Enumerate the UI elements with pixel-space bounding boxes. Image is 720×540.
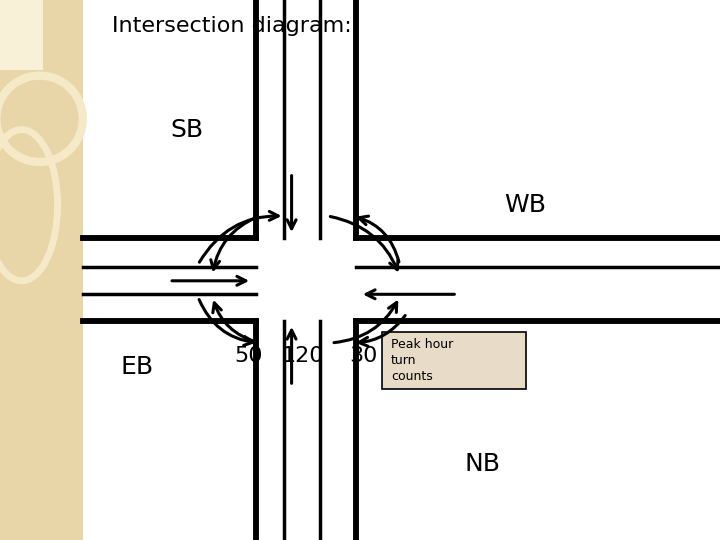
- FancyArrowPatch shape: [213, 303, 256, 342]
- Text: NB: NB: [464, 453, 500, 476]
- Text: 50: 50: [234, 346, 263, 367]
- Text: EB: EB: [120, 355, 153, 379]
- Text: Intersection diagram:: Intersection diagram:: [112, 16, 351, 36]
- FancyArrowPatch shape: [199, 212, 278, 262]
- FancyArrowPatch shape: [211, 217, 256, 269]
- Text: WB: WB: [505, 193, 546, 217]
- FancyArrowPatch shape: [359, 315, 405, 346]
- FancyBboxPatch shape: [382, 332, 526, 389]
- FancyArrowPatch shape: [359, 216, 399, 262]
- Text: 30: 30: [349, 346, 378, 367]
- FancyArrowPatch shape: [199, 300, 253, 346]
- Text: 120: 120: [281, 346, 324, 367]
- FancyArrowPatch shape: [330, 217, 398, 269]
- Bar: [0, 0, 83, 540]
- Bar: [0, 0, 43, 70]
- Text: SB: SB: [171, 118, 204, 141]
- FancyArrowPatch shape: [334, 302, 397, 343]
- Text: Peak hour
turn
counts: Peak hour turn counts: [391, 338, 453, 383]
